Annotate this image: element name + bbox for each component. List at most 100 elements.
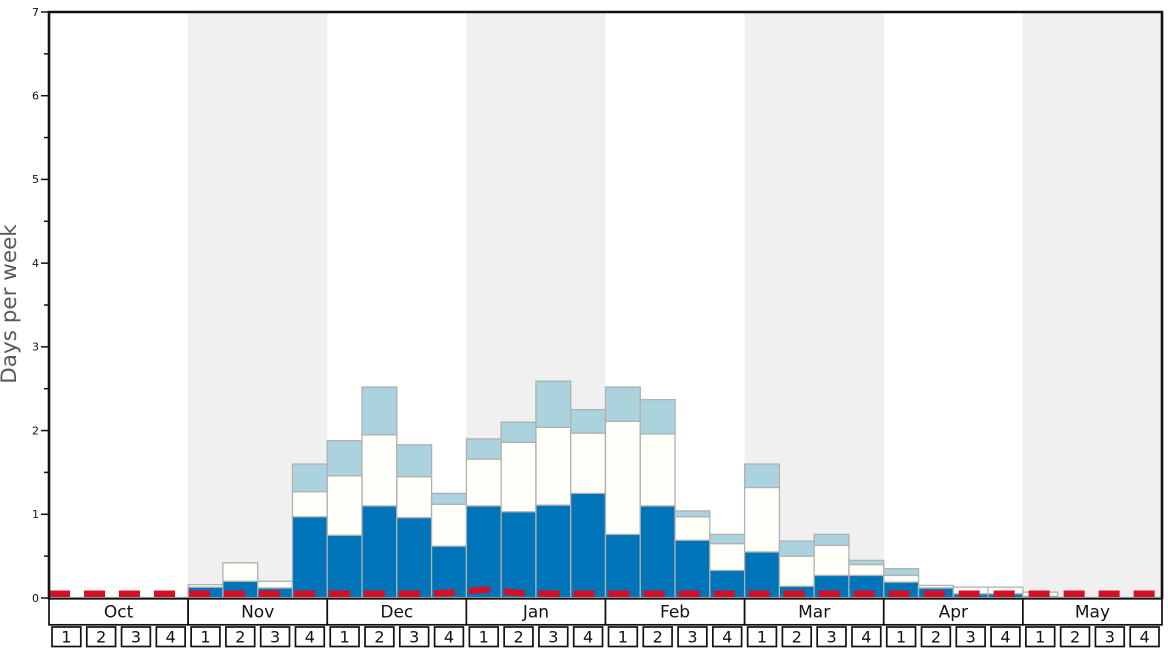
bar-segment-white [291,491,328,518]
month-label: Dec [380,603,413,623]
week-cell [746,626,778,648]
y-tick-label: 7 [32,6,39,19]
week-cell [51,626,82,648]
month-label: Oct [104,603,134,623]
bar-segment-dark-blue [639,505,676,599]
week-label: 2 [96,628,106,647]
week-cell [468,626,500,648]
bar-segment-light-blue [813,533,850,546]
month-label: May [1075,603,1110,623]
week-label: 2 [235,628,245,647]
week-cell [677,626,708,648]
month-label: Feb [660,603,690,623]
week-label: 2 [513,628,523,647]
y-axis-title: Days per week [0,224,22,384]
bar-segment-white [535,426,572,506]
week-cell [642,626,673,648]
week-cell [538,626,569,648]
month-cell [326,597,468,626]
week-cell [885,626,917,648]
month-label: Mar [798,603,830,623]
week-label: 1 [1035,628,1045,647]
month-cell [465,597,607,626]
bar-segment-light-blue [361,386,398,436]
plot-spines [47,10,1164,600]
bar-segment-white [813,544,850,577]
bar-segment-white [848,563,885,577]
week-cell [851,626,882,648]
bar-segment-white [465,458,502,507]
week-label: 4 [722,628,732,647]
bar-segment-dark-blue [604,533,641,599]
y-tick-label: 6 [32,90,39,103]
week-label: 1 [896,628,906,647]
week-cell [607,626,639,648]
bar-segment-white [500,441,537,513]
bar-segment-dark-blue [291,516,328,599]
y-tick-label: 2 [32,424,39,437]
bar-segment-light-blue [535,380,572,428]
week-label: 1 [61,628,71,647]
week-label: 1 [200,628,210,647]
week-cell [433,626,465,648]
week-label: 3 [409,628,419,647]
week-label: 4 [1000,628,1010,647]
month-cell [1022,597,1163,626]
week-label: 1 [340,628,350,647]
bar-segment-white [430,503,468,547]
bar-segment-light-blue [848,559,885,566]
week-cell [920,626,952,648]
bar-segment-light-blue [500,421,537,443]
week-cell [364,626,395,648]
bar-segment-white [639,433,676,507]
bar-segment-light-blue [743,463,781,489]
bar-segment-light-blue [430,492,468,505]
week-label: 3 [548,628,558,647]
week-cell [120,626,152,648]
bar-segment-dark-blue [326,534,363,599]
bar-segment-white [326,475,363,536]
week-cell [503,626,534,648]
week-label: 2 [1070,628,1080,647]
week-label: 3 [131,628,141,647]
bar-segment-white [222,562,259,582]
bar-segment-white [396,475,433,519]
week-cell [711,626,743,648]
week-label: 2 [792,628,802,647]
month-label: Nov [241,603,274,623]
bar-segment-dark-blue [535,504,572,599]
bar-segment-white [674,516,711,541]
week-cell [572,626,604,648]
bar-segment-dark-blue [570,492,607,599]
bar-segment-white [709,542,746,572]
month-shading-band [1022,12,1162,598]
week-cell [990,626,1021,648]
bar-segment-light-blue [465,438,502,460]
week-cell [190,626,221,648]
week-cell [85,626,117,648]
bar-segment-light-blue [674,510,711,518]
week-label: 4 [444,628,454,647]
month-cell [604,597,746,626]
bar-segment-white [187,583,224,588]
y-tick-label: 5 [32,173,39,186]
y-tick-label: 4 [32,257,39,270]
bar-segment-light-blue [639,398,676,435]
week-cell [155,626,186,648]
week-label: 4 [861,628,871,647]
week-label: 3 [966,628,976,647]
bar-segment-dark-blue [674,539,711,599]
month-cell [882,597,1024,626]
bar-segment-light-blue [396,444,433,478]
bar-segment-white [604,420,641,536]
bar-segment-dark-blue [361,505,398,599]
bar-segment-light-blue [570,408,607,434]
y-tick-label: 0 [32,592,39,605]
month-cell [187,597,329,626]
bar-segment-light-blue [604,386,641,423]
month-label: Apr [939,603,968,623]
week-cell [259,626,291,648]
week-cell [1025,626,1056,648]
week-cell [329,626,360,648]
